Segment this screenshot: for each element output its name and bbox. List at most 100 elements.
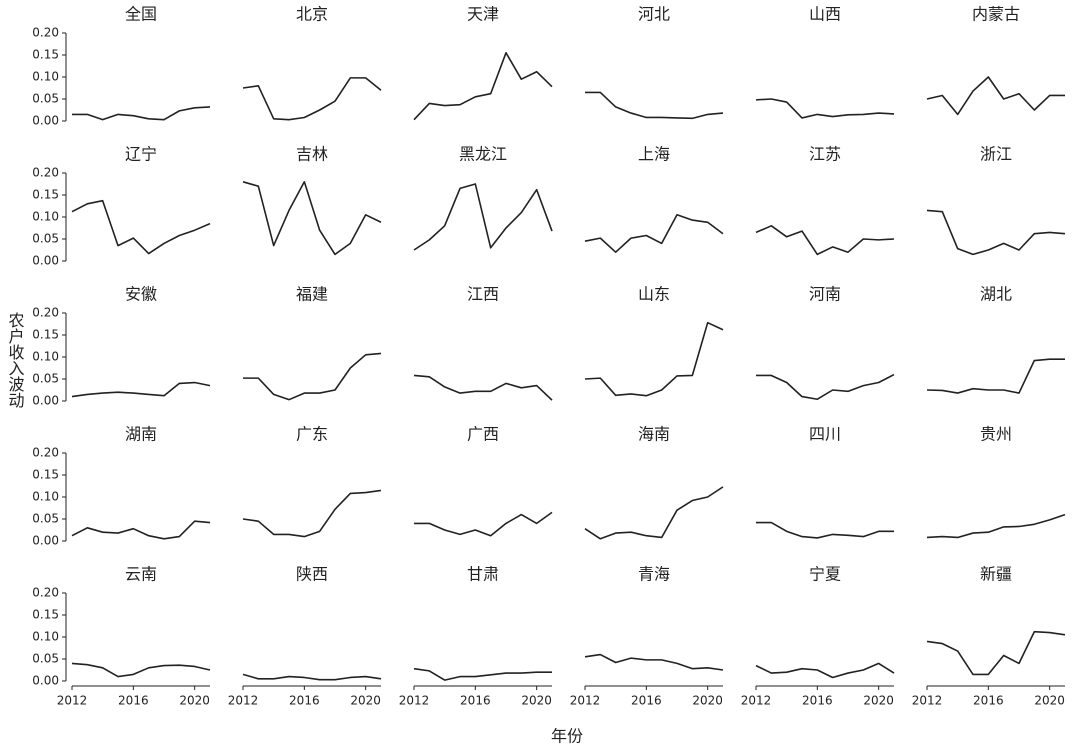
panel-title: 全国: [125, 5, 157, 24]
x-tick-label: 2020: [521, 694, 552, 708]
x-tick-label: 2020: [179, 694, 210, 708]
y-tick-label: 0.05: [32, 372, 59, 386]
x-tick-label: 2016: [631, 694, 662, 708]
panel-title: 海南: [638, 425, 670, 444]
x-tick-label: 2020: [1034, 694, 1065, 708]
y-tick-label: 0.15: [32, 48, 59, 62]
panel-title: 河南: [809, 285, 841, 304]
line: [242, 489, 382, 538]
panel-title: 四川: [809, 425, 841, 444]
panel-title: 江西: [467, 285, 499, 304]
y-tick-label: 0.05: [32, 512, 59, 526]
line: [584, 214, 724, 253]
y-tick-label: 0.05: [32, 92, 59, 106]
panel-title: 江苏: [809, 145, 841, 164]
y-tick-label: 0.15: [32, 188, 59, 202]
line: [71, 381, 211, 398]
panel-title: 安徽: [125, 285, 157, 304]
panel-title: 陕西: [296, 565, 328, 584]
y-tick-label: 0.20: [32, 26, 59, 40]
x-tick-label: 2016: [802, 694, 833, 708]
line: [413, 183, 553, 251]
line: [755, 662, 895, 679]
line: [71, 520, 211, 540]
panel-title: 广西: [467, 425, 499, 444]
y-tick-label: 0.20: [32, 166, 59, 180]
y-tick-label: 0.00: [32, 534, 59, 548]
line: [72, 106, 211, 121]
panel-title: 辽宁: [125, 145, 157, 164]
y-tick-label: 0.15: [32, 328, 59, 342]
line: [413, 52, 553, 121]
x-tick-label: 2012: [228, 694, 259, 708]
x-tick-label: 2020: [863, 694, 894, 708]
line: [243, 352, 382, 401]
y-tick-label: 0.20: [32, 306, 59, 320]
panel-title: 贵州: [980, 425, 1012, 444]
y-tick-label: 0.05: [32, 652, 59, 666]
x-tick-label: 2012: [399, 694, 430, 708]
y-tick-label: 0.00: [32, 394, 59, 408]
panel-title: 山东: [638, 285, 670, 304]
x-tick-label: 2020: [692, 694, 723, 708]
y-tick-label: 0.10: [32, 350, 59, 364]
line: [413, 374, 553, 401]
line: [71, 199, 211, 255]
x-tick-label: 2012: [912, 694, 943, 708]
panel-title: 甘肃: [467, 565, 499, 584]
y-tick-label: 0.15: [32, 468, 59, 482]
line: [926, 358, 1065, 394]
panel-title: 宁夏: [809, 565, 841, 584]
panel-title: 吉林: [296, 145, 328, 164]
y-tick-label: 0.05: [32, 232, 59, 246]
panel-title: 新疆: [980, 565, 1012, 584]
line: [414, 511, 553, 537]
panel-title: 云南: [125, 565, 157, 584]
y-tick-label: 0.00: [32, 254, 59, 268]
line: [242, 77, 382, 121]
x-tick-label: 2016: [118, 694, 149, 708]
panel-title: 青海: [638, 565, 670, 584]
line: [71, 662, 211, 678]
line: [755, 98, 895, 119]
line: [242, 181, 382, 256]
panel-title: 湖北: [980, 285, 1012, 304]
y-tick-label: 0.10: [32, 490, 59, 504]
x-tick-label: 2016: [289, 694, 320, 708]
line: [926, 630, 1066, 676]
x-axis-label: 年份: [551, 727, 583, 746]
panel-title: 北京: [296, 5, 328, 24]
line: [242, 673, 382, 681]
y-tick-label: 0.00: [32, 114, 59, 128]
line: [584, 486, 724, 540]
panel-title: 福建: [296, 285, 328, 304]
y-tick-label: 0.10: [32, 630, 59, 644]
line: [756, 521, 894, 539]
line: [755, 225, 895, 256]
line: [413, 667, 552, 681]
y-tick-label: 0.20: [32, 586, 59, 600]
panel-title: 内蒙古: [972, 5, 1020, 24]
line: [926, 76, 1065, 116]
panel-title: 天津: [467, 5, 499, 24]
line: [756, 373, 895, 401]
y-tick-label: 0.10: [32, 70, 59, 84]
x-tick-label: 2012: [570, 694, 601, 708]
y-tick-label: 0.15: [32, 608, 59, 622]
line: [584, 653, 724, 671]
x-tick-label: 2016: [460, 694, 491, 708]
panel-title: 山西: [809, 5, 841, 24]
x-tick-label: 2012: [741, 694, 772, 708]
y-axis-label: 农户收入波动: [6, 312, 25, 408]
panel-title: 广东: [296, 425, 328, 444]
line: [926, 513, 1066, 539]
panel-title: 黑龙江: [459, 145, 507, 164]
y-tick-label: 0.10: [32, 210, 59, 224]
line: [926, 209, 1066, 256]
x-tick-label: 2012: [57, 694, 88, 708]
y-tick-label: 0.20: [32, 446, 59, 460]
y-tick-label: 0.00: [32, 674, 59, 688]
x-tick-label: 2016: [973, 694, 1004, 708]
line: [585, 91, 724, 120]
